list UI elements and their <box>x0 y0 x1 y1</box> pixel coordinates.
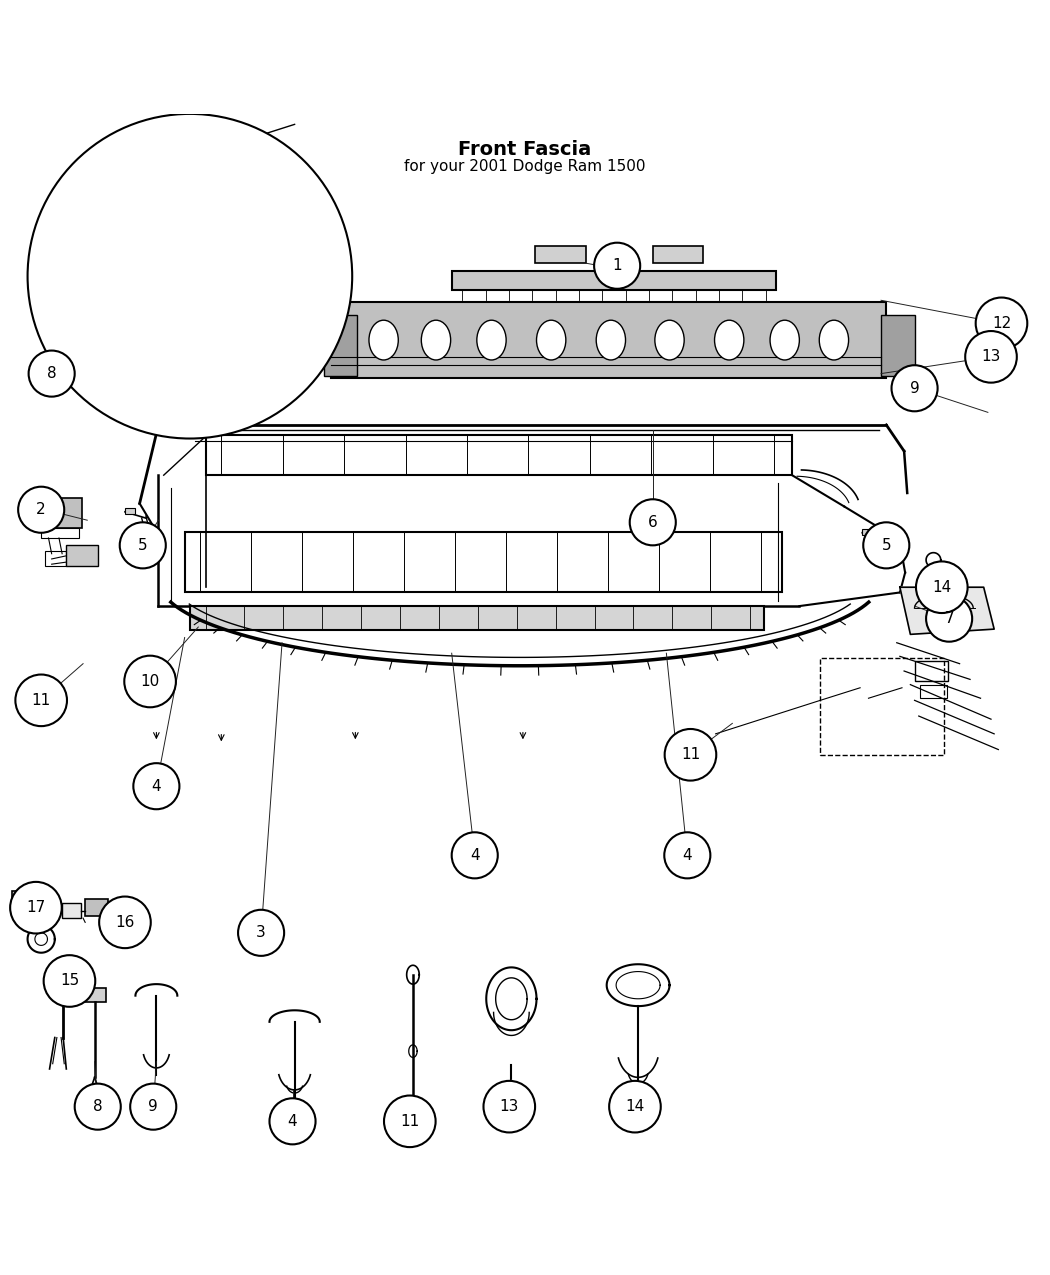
FancyBboxPatch shape <box>324 315 357 376</box>
Ellipse shape <box>819 320 848 360</box>
Text: 3: 3 <box>256 926 266 941</box>
FancyBboxPatch shape <box>66 546 98 566</box>
Text: 11: 11 <box>400 1114 419 1128</box>
Circle shape <box>665 833 711 878</box>
Circle shape <box>124 655 176 708</box>
Circle shape <box>630 500 676 546</box>
FancyBboxPatch shape <box>164 317 206 344</box>
FancyBboxPatch shape <box>881 315 915 376</box>
FancyBboxPatch shape <box>12 891 37 912</box>
Text: Front Fascia: Front Fascia <box>459 140 591 159</box>
Polygon shape <box>900 588 994 635</box>
Text: 1: 1 <box>612 259 622 273</box>
Text: 15: 15 <box>60 974 79 988</box>
Circle shape <box>27 113 352 439</box>
Ellipse shape <box>770 320 799 360</box>
Text: 5: 5 <box>138 538 148 553</box>
FancyBboxPatch shape <box>536 246 586 263</box>
FancyBboxPatch shape <box>190 606 763 630</box>
Text: 16: 16 <box>116 915 134 929</box>
Circle shape <box>10 882 62 933</box>
Text: 12: 12 <box>992 316 1011 330</box>
Ellipse shape <box>421 320 450 360</box>
Circle shape <box>18 487 64 533</box>
FancyBboxPatch shape <box>125 507 135 514</box>
Text: 13: 13 <box>982 349 1001 365</box>
FancyBboxPatch shape <box>452 272 776 289</box>
Circle shape <box>975 297 1027 349</box>
Circle shape <box>384 1095 436 1148</box>
Text: 2: 2 <box>37 502 46 518</box>
Circle shape <box>863 523 909 569</box>
Text: for your 2001 Dodge Ram 1500: for your 2001 Dodge Ram 1500 <box>404 159 646 173</box>
Ellipse shape <box>655 320 685 360</box>
Text: 7: 7 <box>944 611 954 626</box>
Ellipse shape <box>477 320 506 360</box>
FancyBboxPatch shape <box>38 499 82 528</box>
Circle shape <box>133 764 180 810</box>
Circle shape <box>609 1081 660 1132</box>
Circle shape <box>99 896 151 949</box>
FancyBboxPatch shape <box>85 899 108 915</box>
FancyBboxPatch shape <box>862 529 873 536</box>
FancyBboxPatch shape <box>926 567 941 576</box>
FancyBboxPatch shape <box>653 246 704 263</box>
Text: 8: 8 <box>92 1099 103 1114</box>
Circle shape <box>452 833 498 878</box>
Text: 10: 10 <box>141 674 160 688</box>
Ellipse shape <box>369 320 398 360</box>
Circle shape <box>594 242 640 288</box>
Circle shape <box>44 955 96 1007</box>
Circle shape <box>130 1084 176 1130</box>
Ellipse shape <box>715 320 743 360</box>
FancyBboxPatch shape <box>62 904 81 918</box>
Circle shape <box>270 1098 316 1145</box>
Text: 13: 13 <box>500 1099 519 1114</box>
FancyBboxPatch shape <box>331 302 886 377</box>
Text: 9: 9 <box>909 381 920 395</box>
Circle shape <box>965 332 1016 382</box>
Text: 14: 14 <box>932 580 951 594</box>
Circle shape <box>665 729 716 780</box>
Text: 4: 4 <box>470 848 480 863</box>
Circle shape <box>16 674 67 727</box>
Text: 8: 8 <box>47 366 57 381</box>
Ellipse shape <box>537 320 566 360</box>
Circle shape <box>916 561 968 613</box>
Circle shape <box>483 1081 536 1132</box>
Ellipse shape <box>596 320 626 360</box>
Circle shape <box>238 910 285 956</box>
Circle shape <box>120 523 166 569</box>
Text: 4: 4 <box>682 848 692 863</box>
Text: 11: 11 <box>32 692 50 708</box>
Circle shape <box>926 595 972 641</box>
Text: 11: 11 <box>680 747 700 762</box>
Text: 4: 4 <box>288 1114 297 1128</box>
Text: 14: 14 <box>626 1099 645 1114</box>
FancyBboxPatch shape <box>83 988 106 1002</box>
Text: 9: 9 <box>148 1099 159 1114</box>
Circle shape <box>75 1084 121 1130</box>
FancyBboxPatch shape <box>48 980 78 989</box>
Text: 17: 17 <box>26 900 45 915</box>
Text: 4: 4 <box>151 779 162 794</box>
Text: 6: 6 <box>648 515 657 530</box>
Text: 5: 5 <box>882 538 891 553</box>
Circle shape <box>28 351 75 397</box>
Circle shape <box>891 365 938 412</box>
